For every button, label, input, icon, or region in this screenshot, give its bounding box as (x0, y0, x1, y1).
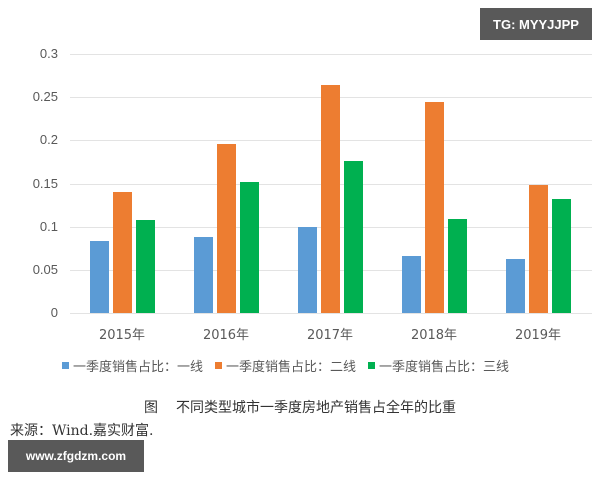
bar-1 (402, 256, 421, 313)
x-tick-label: 2015年 (98, 328, 146, 343)
x-tick-label: 2017年 (306, 328, 354, 343)
bar-3 (344, 161, 363, 313)
y-tick-label: 0.25 (32, 89, 58, 104)
y-tick-label: 0.1 (39, 219, 58, 234)
y-tick-label: 0.3 (39, 46, 58, 61)
legend-item-tier3: 一季度销售占比：三线 (368, 356, 509, 375)
bar-2 (217, 144, 236, 313)
legend-item-tier1: 一季度销售占比：一线 (62, 356, 203, 375)
y-tick-label: 0 (50, 305, 58, 320)
y-tick-label: 0.05 (32, 262, 58, 277)
watermark-top-badge: TG: MYYJJPP (480, 8, 592, 40)
bar-3 (448, 219, 467, 313)
bar-1 (194, 237, 213, 313)
y-tick-label: 0.15 (32, 176, 58, 191)
figure-title: 不同类型城市一季度房地产销售占全年的比重 (176, 400, 456, 416)
bar-2 (321, 85, 340, 313)
bar-2 (529, 185, 548, 313)
bar-1 (298, 227, 317, 313)
legend-swatch-tier2 (215, 362, 223, 369)
bar-3 (136, 220, 155, 313)
gridline (70, 313, 592, 314)
legend-item-tier2: 一季度销售占比：二线 (215, 356, 356, 375)
bar-3 (552, 199, 571, 313)
bar-1 (90, 241, 109, 313)
legend: 一季度销售占比：一线 一季度销售占比：二线 一季度销售占比：三线 (62, 356, 509, 375)
x-tick-label: 2016年 (202, 328, 250, 343)
legend-label: 一季度销售占比：二线 (226, 360, 357, 375)
bar-2 (113, 192, 132, 313)
watermark-bottom-badge: www.zfgdzm.com (8, 440, 144, 472)
source-note: 来源：Wind.嘉实财富. (10, 423, 154, 439)
figure-caption: 图 不同类型城市一季度房地产销售占全年的比重 (0, 397, 600, 417)
legend-label: 一季度销售占比：一线 (73, 360, 204, 375)
gridline (70, 54, 592, 55)
bar-1 (506, 259, 525, 313)
bar-3 (240, 182, 259, 313)
legend-swatch-tier1 (62, 362, 69, 369)
y-tick-label: 0.2 (39, 132, 58, 147)
legend-swatch-tier3 (368, 362, 376, 369)
x-tick-label: 2018年 (410, 328, 458, 343)
legend-label: 一季度销售占比：三线 (379, 360, 510, 375)
x-tick-label: 2019年 (514, 328, 562, 343)
bar-2 (425, 102, 444, 313)
figure-label: 图 (144, 400, 158, 416)
